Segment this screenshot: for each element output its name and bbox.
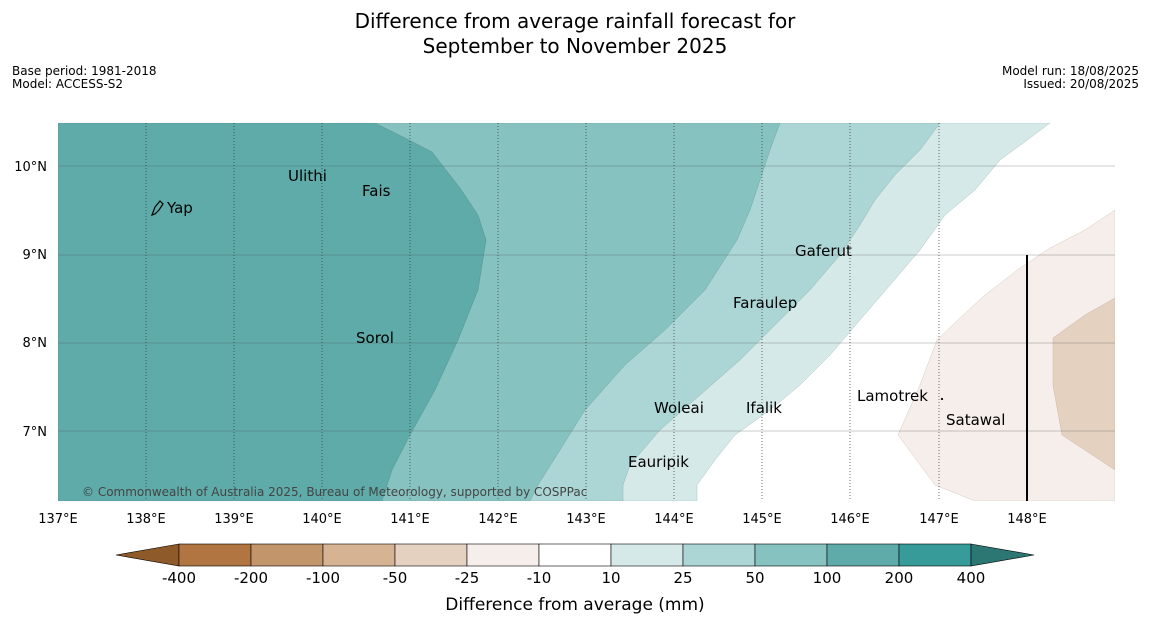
colorbar-extend-low xyxy=(115,543,180,567)
yap-island-shape xyxy=(150,200,164,216)
lon-tick-label: 144°E xyxy=(654,512,694,527)
place-label-satawal: Satawal xyxy=(946,411,1005,429)
colorbar-tick-label: -200 xyxy=(234,569,268,587)
islet-dot xyxy=(940,397,944,401)
model-run-info: Model run: 18/08/2025 Issued: 20/08/2025 xyxy=(1002,65,1139,91)
colorbar xyxy=(115,543,1035,567)
colorbar-tick-label: -400 xyxy=(162,569,196,587)
lat-tick-label: 7°N xyxy=(23,425,48,440)
map-panel: Yap Ulithi Fais Gaferut Faraulep Sorol L… xyxy=(58,123,1115,501)
colorbar-tick-label: -50 xyxy=(383,569,408,587)
lon-tick-label: 137°E xyxy=(38,512,78,527)
place-label-fais: Fais xyxy=(362,182,391,200)
lat-gridlines xyxy=(58,165,1115,432)
copyright-credit: © Commonwealth of Australia 2025, Bureau… xyxy=(82,485,587,499)
lon-tick-label: 147°E xyxy=(919,512,959,527)
colorbar-segment xyxy=(898,543,972,567)
lon-tick-label: 143°E xyxy=(566,512,606,527)
title-line-2: September to November 2025 xyxy=(422,34,728,58)
place-labels: Yap Ulithi Fais Gaferut Faraulep Sorol L… xyxy=(166,167,1005,471)
lat-tick-labels: 10°N 9°N 8°N 7°N xyxy=(14,160,47,440)
colorbar-tick-label: 400 xyxy=(957,569,986,587)
lon-tick-label: 146°E xyxy=(830,512,870,527)
colorbar-segment xyxy=(610,543,684,567)
lon-tick-label: 138°E xyxy=(126,512,166,527)
lat-tick-label: 9°N xyxy=(23,248,48,263)
place-label-woleai: Woleai xyxy=(654,399,704,417)
lon-tick-label: 142°E xyxy=(478,512,518,527)
band-100-200 xyxy=(58,123,487,501)
lon-tick-label: 141°E xyxy=(390,512,430,527)
colorbar-segment xyxy=(322,543,396,567)
colorbar-segment xyxy=(754,543,828,567)
lon-tick-label: 148°E xyxy=(1007,512,1047,527)
lat-tick-label: 10°N xyxy=(14,160,47,175)
colorbar-segment xyxy=(178,543,252,567)
colorbar-tick-label: 25 xyxy=(673,569,692,587)
colorbar-title: Difference from average (mm) xyxy=(445,595,704,615)
band-neg50-neg25 xyxy=(1052,297,1115,471)
place-label-lamotrek: Lamotrek xyxy=(857,387,928,405)
base-period-text: Base period: 1981-2018 xyxy=(12,64,157,78)
colorbar-segment xyxy=(466,543,540,567)
lon-tick-label: 140°E xyxy=(302,512,342,527)
colorbar-tick-label: 200 xyxy=(885,569,914,587)
place-label-ifalik: Ifalik xyxy=(746,399,782,417)
colorbar-tick-label: 100 xyxy=(813,569,842,587)
colorbar-segment xyxy=(682,543,756,567)
colorbar-segment xyxy=(394,543,468,567)
colorbar-labels: -400 -200 -100 -50 -25 -10 10 25 50 100 … xyxy=(162,569,985,587)
place-label-faraulep: Faraulep xyxy=(733,294,797,312)
lon-tick-label: 139°E xyxy=(214,512,254,527)
base-period-info: Base period: 1981-2018 Model: ACCESS-S2 xyxy=(12,65,157,91)
colorbar-extend-high xyxy=(970,543,1035,567)
lat-tick-label: 8°N xyxy=(23,336,48,351)
colorbar-segment xyxy=(250,543,324,567)
title-line-1: Difference from average rainfall forecas… xyxy=(354,9,796,33)
map-title: Difference from average rainfall forecas… xyxy=(0,9,1150,59)
colorbar-tick-label: 50 xyxy=(745,569,764,587)
place-label-yap: Yap xyxy=(166,199,193,217)
issued-text: Issued: 20/08/2025 xyxy=(1023,77,1139,91)
place-label-ulithi: Ulithi xyxy=(288,167,327,185)
place-label-gaferut: Gaferut xyxy=(795,242,852,260)
place-label-eauripik: Eauripik xyxy=(628,453,689,471)
colorbar-tick-label: -100 xyxy=(306,569,340,587)
model-text: Model: ACCESS-S2 xyxy=(12,77,124,91)
colorbar-segment xyxy=(538,543,612,567)
lon-tick-labels: 137°E 138°E 139°E 140°E 141°E 142°E 143°… xyxy=(38,512,1047,527)
colorbar-segment xyxy=(826,543,900,567)
colorbar-tick-label: -25 xyxy=(455,569,480,587)
lon-gridlines xyxy=(145,123,940,501)
lon-tick-label: 145°E xyxy=(742,512,782,527)
place-label-sorol: Sorol xyxy=(356,329,394,347)
colorbar-tick-label: 10 xyxy=(601,569,620,587)
colorbar-tick-label: -10 xyxy=(527,569,552,587)
model-run-text: Model run: 18/08/2025 xyxy=(1001,64,1139,78)
